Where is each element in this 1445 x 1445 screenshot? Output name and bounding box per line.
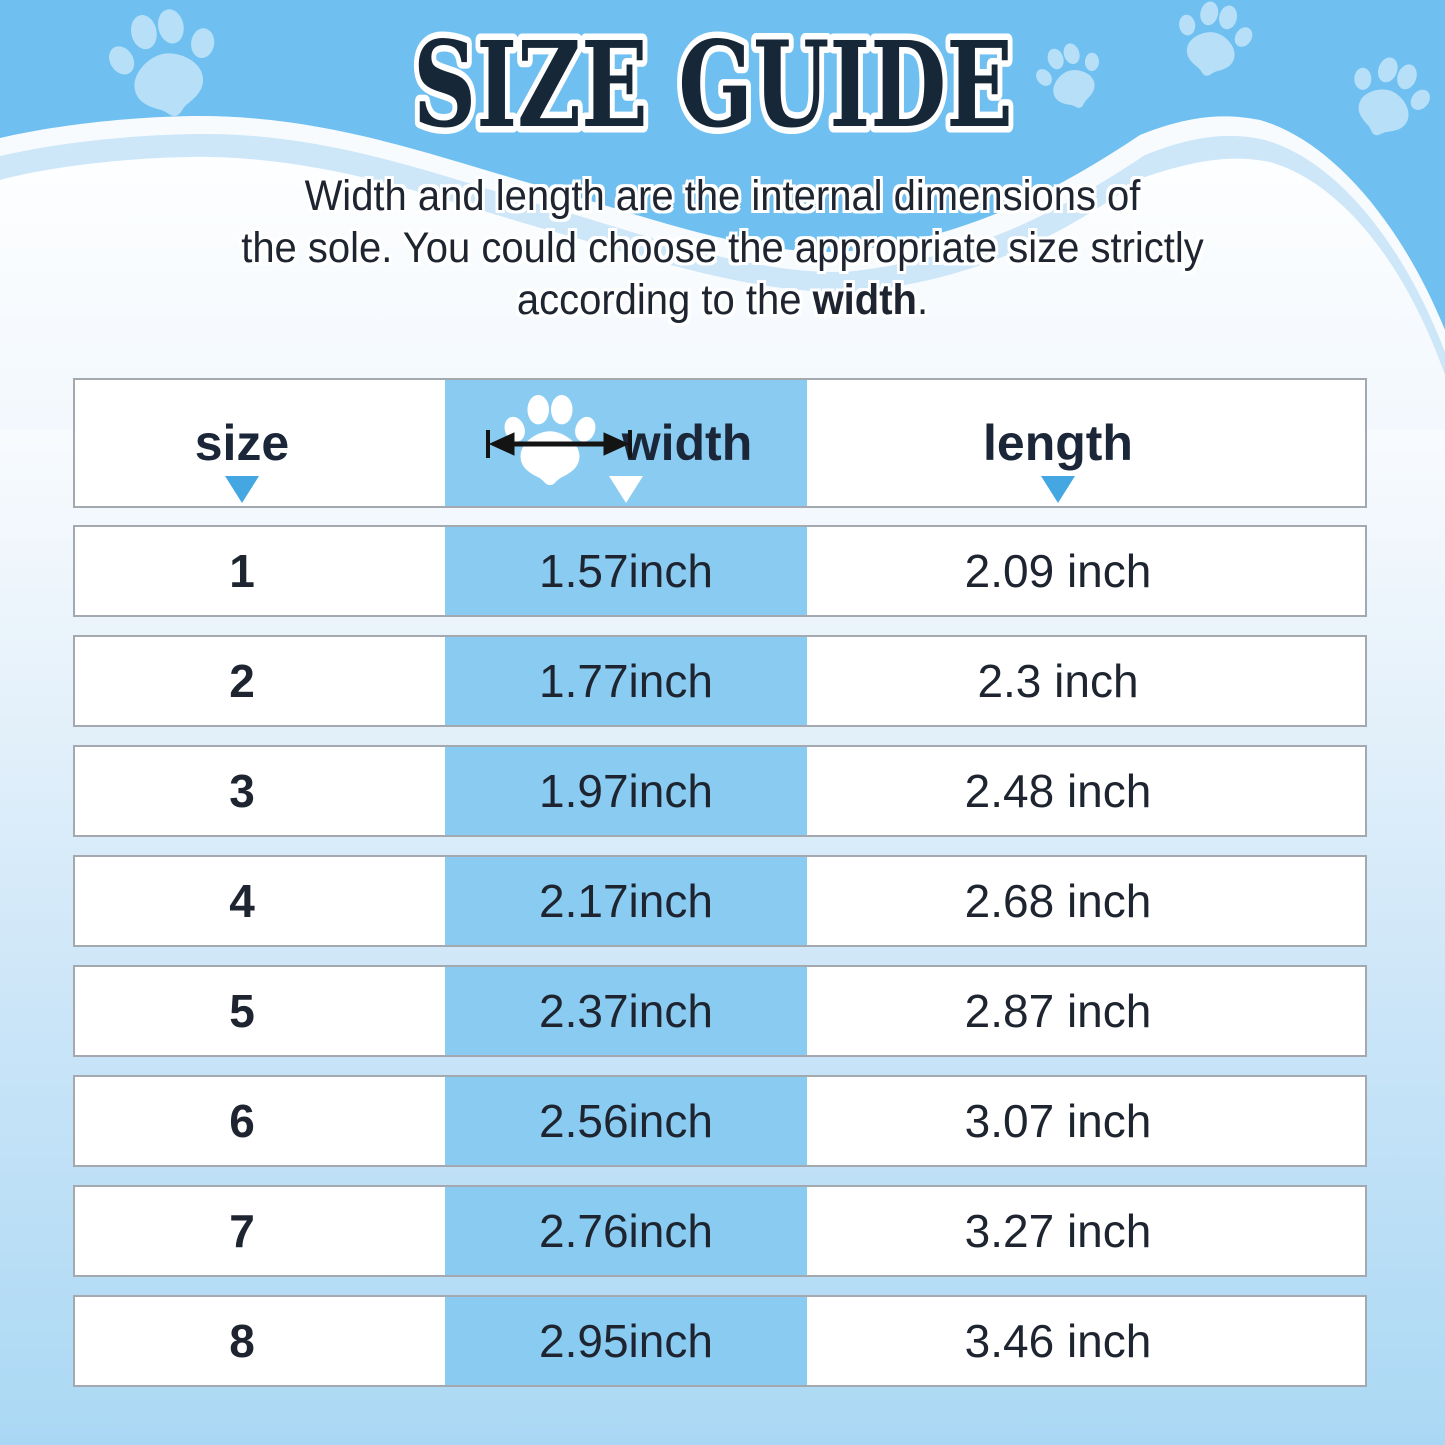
length-column-header: length — [983, 415, 1133, 471]
width-value: 2.76inch — [539, 1205, 713, 1257]
width-column-highlight — [445, 527, 807, 615]
length-value: 2.48 inch — [964, 765, 1152, 817]
size-value: 8 — [229, 1315, 255, 1367]
width-value: 2.17inch — [539, 875, 713, 927]
header-wave-background — [0, 0, 1445, 430]
header-cell-size: size — [75, 380, 445, 506]
subtitle-line-2: the sole. You could choose the appropria… — [241, 224, 1204, 272]
size-value: 1 — [229, 545, 255, 597]
table-row: 8 2.95inch 3.46 inch — [73, 1295, 1367, 1387]
wave-white-layer — [0, 156, 1445, 430]
width-value: 2.37inch — [539, 985, 713, 1037]
triangle-down-icon — [225, 476, 259, 503]
table-row: 7 2.76inch 3.27 inch — [73, 1185, 1367, 1277]
width-arrow-icon — [485, 430, 632, 458]
table-row: 2 1.77inch 2.3 inch — [73, 635, 1367, 727]
subtitle-bold-word: width — [812, 276, 917, 324]
width-value: 1.97inch — [539, 765, 713, 817]
length-value: 2.87 inch — [964, 985, 1152, 1037]
size-value: 2 — [229, 655, 255, 707]
length-value: 2.68 inch — [964, 875, 1152, 927]
size-guide-table: size — [73, 378, 1367, 1387]
width-value: 1.77inch — [539, 655, 713, 707]
width-column-highlight — [445, 1077, 807, 1165]
width-column-highlight — [445, 747, 807, 835]
header-cell-length: length — [807, 380, 1365, 506]
length-value: 3.46 inch — [964, 1315, 1152, 1367]
width-column-highlight — [445, 857, 807, 945]
length-value: 3.07 inch — [964, 1095, 1152, 1147]
size-value: 6 — [229, 1095, 255, 1147]
length-value: 3.27 inch — [964, 1205, 1152, 1257]
table-row: 3 1.97inch 2.48 inch — [73, 745, 1367, 837]
width-column-highlight — [445, 1187, 807, 1275]
width-column-highlight — [445, 967, 807, 1055]
width-column-highlight — [445, 637, 807, 725]
page-title: SIZE GUIDE — [413, 15, 1013, 154]
subtitle-text: Width and length are the internal dimens… — [51, 170, 1395, 326]
size-value: 5 — [229, 985, 255, 1037]
size-column-header: size — [194, 415, 290, 471]
table-row: 1 1.57inch 2.09 inch — [73, 525, 1367, 617]
size-value: 7 — [229, 1205, 255, 1257]
size-value: 3 — [229, 765, 255, 817]
width-value: 2.56inch — [539, 1095, 713, 1147]
width-column-highlight — [445, 1297, 807, 1385]
table-header-row: size — [73, 378, 1367, 508]
size-value: 4 — [229, 875, 255, 927]
page-title-graphic: SIZE GUIDE — [407, 9, 1020, 161]
length-value: 2.09 inch — [964, 545, 1152, 597]
length-value: 2.3 inch — [977, 655, 1139, 707]
header-cell-width: width — [445, 380, 807, 506]
width-value: 1.57inch — [539, 545, 713, 597]
subtitle-line-1: Width and length are the internal dimens… — [304, 172, 1141, 220]
width-column-header: width — [621, 415, 753, 471]
subtitle-line-3: according to the width. — [516, 276, 929, 324]
triangle-down-icon — [1041, 476, 1075, 503]
width-value: 2.95inch — [539, 1315, 713, 1367]
table-row: 6 2.56inch 3.07 inch — [73, 1075, 1367, 1167]
paw-with-width-arrow-icon — [485, 394, 632, 492]
triangle-down-icon — [609, 476, 643, 503]
table-row: 4 2.17inch 2.68 inch — [73, 855, 1367, 947]
table-row: 5 2.37inch 2.87 inch — [73, 965, 1367, 1057]
